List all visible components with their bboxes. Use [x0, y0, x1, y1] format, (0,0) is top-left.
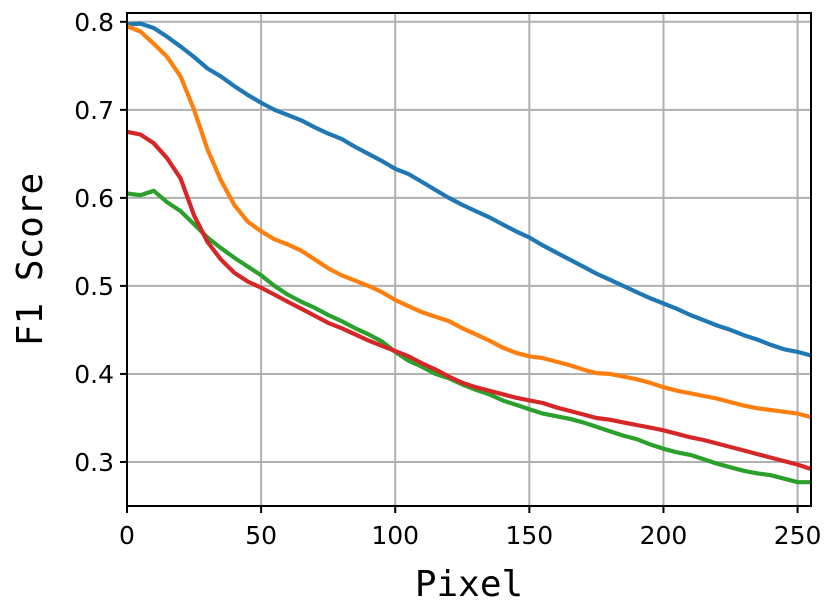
x-axis-label: Pixel — [415, 564, 523, 605]
x-axis-ticks: 0 50 100 150 200 250 — [119, 506, 821, 550]
y-tick-label: 0.8 — [74, 8, 114, 37]
y-tick-label: 0.7 — [74, 96, 114, 125]
y-tick-label: 0.4 — [74, 360, 114, 389]
x-tick-label: 200 — [640, 521, 688, 550]
grid — [126, 13, 811, 506]
series-line-3 — [126, 188, 811, 485]
series-lines — [126, 21, 812, 485]
series-line-2 — [126, 24, 812, 420]
y-axis-ticks: 0.3 0.4 0.5 0.6 0.7 0.8 — [74, 8, 127, 477]
x-tick-label: 0 — [119, 521, 135, 550]
plot-frame — [126, 12, 812, 507]
y-axis-label: F1 Score — [10, 173, 51, 346]
x-tick-label: 150 — [505, 521, 553, 550]
series-line-4 — [126, 129, 812, 471]
series-line-1 — [126, 21, 812, 358]
x-tick-label: 50 — [245, 521, 277, 550]
y-tick-label: 0.5 — [74, 272, 114, 301]
y-tick-label: 0.6 — [74, 184, 114, 213]
y-tick-label: 0.3 — [74, 448, 114, 477]
x-tick-label: 100 — [371, 521, 419, 550]
x-tick-label: 250 — [774, 521, 822, 550]
